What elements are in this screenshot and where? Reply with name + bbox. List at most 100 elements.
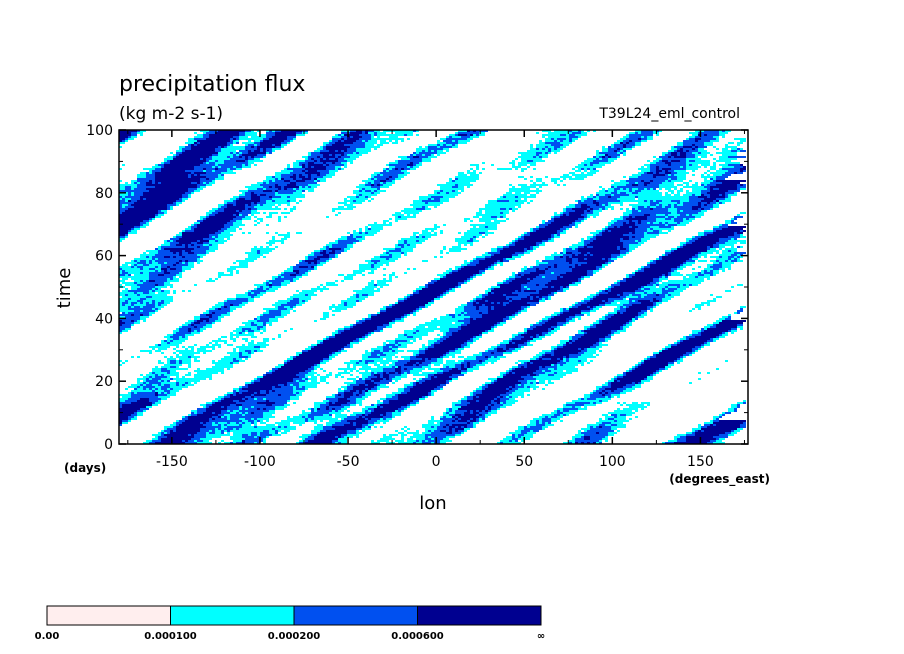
heatmap-cell: [221, 232, 230, 234]
heatmap-cell: [605, 208, 608, 210]
heatmap-cell: [506, 344, 518, 346]
heatmap-cell: [554, 348, 557, 350]
heatmap-cell: [230, 138, 233, 140]
heatmap-cell: [296, 134, 305, 136]
heatmap-cell: [650, 300, 653, 302]
heatmap-cell: [344, 330, 374, 332]
heatmap-cell: [176, 200, 182, 202]
heatmap-cell: [371, 374, 374, 376]
heatmap-cell: [440, 342, 464, 344]
heatmap-cell: [512, 164, 515, 166]
heatmap-cell: [215, 178, 224, 180]
heatmap-cell: [722, 166, 734, 168]
heatmap-cell: [623, 328, 626, 330]
heatmap-cell: [677, 268, 683, 270]
heatmap-cell: [125, 284, 137, 286]
heatmap-cell: [119, 136, 128, 138]
heatmap-cell: [563, 346, 590, 348]
heatmap-cell: [260, 134, 266, 136]
heatmap-cell: [155, 372, 167, 374]
heatmap-cell: [329, 358, 332, 360]
heatmap-cell: [464, 342, 467, 344]
heatmap-cell: [626, 278, 653, 280]
heatmap-cell: [602, 230, 605, 232]
heatmap-cell: [437, 154, 440, 156]
heatmap-cell: [722, 174, 731, 176]
heatmap-cell: [338, 274, 344, 276]
heatmap-cell: [326, 164, 329, 166]
heatmap-cell: [155, 300, 161, 302]
heatmap-cell: [197, 348, 206, 350]
heatmap-cell: [512, 336, 515, 338]
heatmap-cell: [692, 144, 695, 146]
heatmap-cell: [704, 134, 707, 136]
heatmap-cell: [725, 172, 734, 174]
heatmap-cell: [314, 180, 317, 182]
heatmap-cell: [635, 190, 641, 192]
heatmap-cell: [581, 204, 587, 206]
heatmap-cell: [329, 140, 332, 142]
heatmap-cell: [737, 246, 740, 248]
heatmap-cell: [551, 238, 554, 240]
heatmap-cell: [713, 206, 719, 208]
heatmap-cell: [263, 286, 269, 288]
heatmap-cell: [335, 166, 341, 168]
heatmap-cell: [377, 284, 389, 286]
heatmap-cell: [251, 296, 254, 298]
heatmap-cell: [656, 214, 665, 216]
heatmap-cell: [698, 254, 707, 256]
heatmap-cell: [329, 154, 332, 156]
heatmap-cell: [242, 332, 245, 334]
heatmap-cell: [734, 138, 746, 140]
heatmap-cell: [548, 152, 551, 154]
heatmap-cell: [452, 146, 458, 148]
heatmap-cell: [137, 282, 143, 284]
heatmap-cell: [362, 190, 365, 192]
heatmap-cell: [662, 300, 668, 302]
heatmap-cell: [485, 296, 506, 298]
heatmap-cell: [278, 218, 281, 220]
heatmap-cell: [167, 342, 170, 344]
heatmap-cell: [524, 266, 527, 268]
heatmap-cell: [194, 344, 197, 346]
heatmap-cell: [452, 368, 458, 370]
heatmap-cell: [590, 308, 593, 310]
heatmap-cell: [422, 288, 449, 290]
heatmap-cell: [209, 246, 218, 248]
heatmap-cell: [656, 372, 659, 374]
heatmap-cell: [461, 346, 464, 348]
heatmap-cell: [575, 314, 584, 316]
heatmap-cell: [674, 150, 677, 152]
heatmap-cell: [587, 258, 602, 260]
heatmap-cell: [707, 204, 713, 206]
heatmap-cell: [335, 156, 338, 158]
heatmap-cell: [266, 178, 275, 180]
heatmap-cell: [626, 184, 632, 186]
heatmap-cell: [599, 194, 605, 196]
heatmap-cell: [374, 182, 380, 184]
heatmap-cell: [182, 234, 209, 236]
heatmap-cell: [614, 376, 617, 378]
heatmap-cell: [212, 366, 233, 368]
heatmap-cell: [386, 358, 392, 360]
heatmap-cell: [314, 250, 320, 252]
heatmap-cell: [128, 312, 149, 314]
heatmap-cell: [446, 274, 473, 276]
heatmap-cell: [656, 302, 662, 304]
heatmap-cell: [560, 134, 566, 136]
heatmap-cell: [254, 158, 260, 160]
heatmap-cell: [377, 132, 386, 134]
heatmap-cell: [206, 320, 209, 322]
heatmap-cell: [284, 280, 290, 282]
heatmap-cell: [449, 328, 461, 330]
heatmap-cell: [269, 282, 272, 284]
heatmap-cell: [362, 140, 365, 142]
heatmap-cell: [353, 270, 365, 272]
heatmap-cell: [263, 148, 266, 150]
heatmap-cell: [668, 214, 680, 216]
heatmap-cell: [602, 156, 605, 158]
heatmap-cell: [491, 362, 494, 364]
heatmap-cell: [242, 322, 251, 324]
heatmap-cell: [608, 290, 611, 292]
heatmap-cell: [566, 260, 572, 262]
